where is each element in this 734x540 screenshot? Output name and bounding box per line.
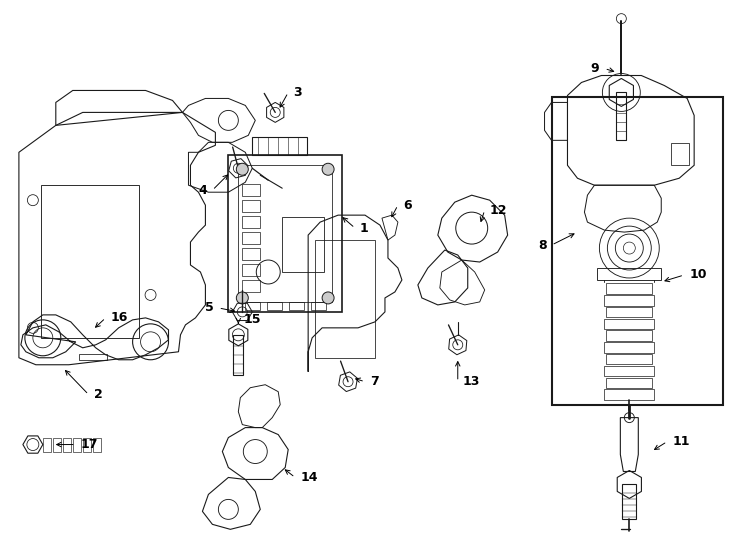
Text: 11: 11 [672, 435, 690, 448]
Circle shape [236, 163, 248, 176]
Bar [551, 97, 723, 404]
Bar [606, 307, 653, 318]
Bar [617, 92, 626, 140]
Text: 7: 7 [370, 375, 379, 388]
Text: 6: 6 [403, 199, 412, 212]
Bar [604, 319, 654, 329]
Bar [79, 354, 106, 360]
Bar [604, 366, 654, 376]
Bar [233, 335, 243, 375]
Text: 3: 3 [293, 86, 302, 99]
Bar [315, 240, 375, 358]
Bar [606, 377, 653, 388]
Bar [242, 264, 261, 276]
Bar [606, 284, 653, 294]
Bar [606, 354, 653, 364]
Text: 17: 17 [81, 438, 98, 451]
Circle shape [236, 292, 248, 304]
Bar [671, 143, 689, 165]
Bar [242, 184, 261, 196]
Bar [242, 200, 261, 212]
Text: 12: 12 [490, 204, 507, 217]
Text: 16: 16 [111, 312, 128, 325]
Text: 9: 9 [591, 62, 600, 75]
Circle shape [322, 292, 334, 304]
Circle shape [322, 163, 334, 176]
Bar [622, 484, 636, 519]
Bar [83, 437, 91, 451]
Bar [597, 268, 661, 280]
Text: 13: 13 [462, 375, 480, 388]
Bar [606, 330, 653, 341]
Bar [242, 232, 261, 244]
Bar [92, 437, 101, 451]
Bar [252, 137, 307, 156]
Bar [242, 216, 261, 228]
Bar [267, 302, 282, 310]
Bar [242, 280, 261, 292]
Text: 15: 15 [243, 313, 261, 326]
Bar [282, 217, 324, 272]
Text: 1: 1 [360, 221, 368, 234]
Bar [43, 437, 51, 451]
Bar [53, 437, 61, 451]
Text: 14: 14 [300, 471, 318, 484]
Text: 10: 10 [689, 268, 707, 281]
Text: 5: 5 [205, 301, 214, 314]
Bar [311, 302, 326, 310]
Text: 4: 4 [199, 184, 208, 197]
Bar [63, 437, 70, 451]
Bar [242, 248, 261, 260]
Bar [289, 302, 304, 310]
Text: 8: 8 [538, 239, 547, 252]
Bar [604, 342, 654, 353]
Bar [604, 389, 654, 400]
Bar [245, 302, 261, 310]
Bar [604, 295, 654, 306]
Text: 2: 2 [94, 388, 103, 401]
Bar [73, 437, 81, 451]
